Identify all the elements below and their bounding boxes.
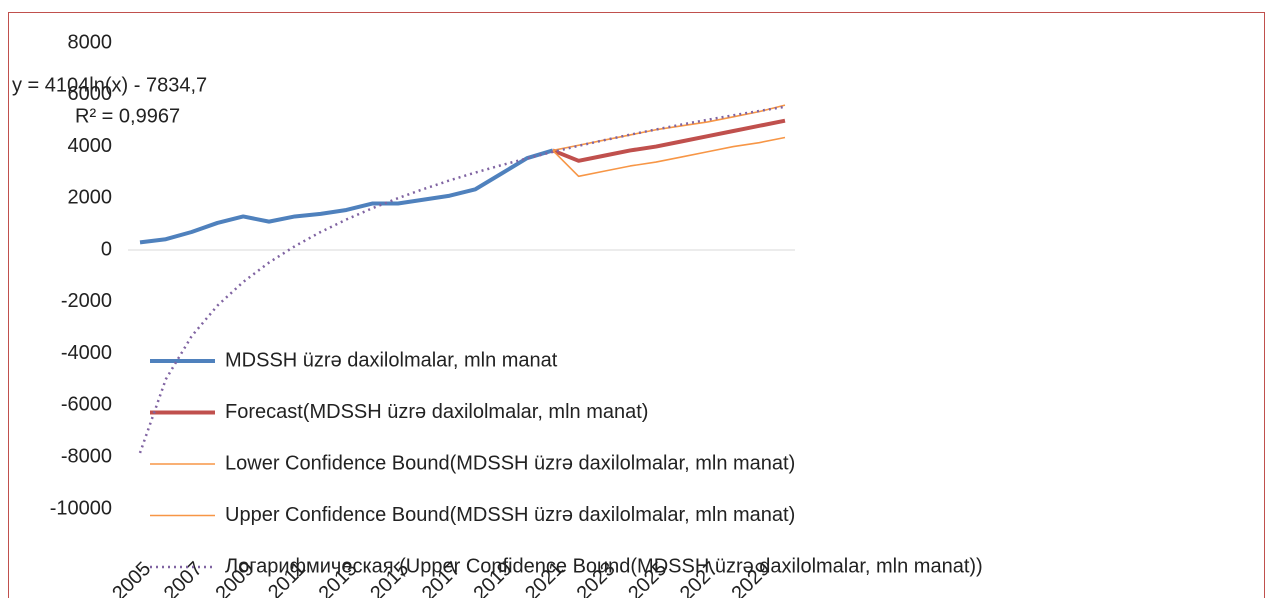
y-tick-label: 6000: [68, 83, 113, 105]
y-tick-label: -10000: [50, 497, 112, 519]
y-tick-label: 2000: [68, 187, 113, 209]
legend-label: Forecast(MDSSH üzrə daxilolmalar, mln ma…: [225, 401, 648, 423]
series-line: [139, 148, 554, 245]
legend-label: Lower Confidence Bound(MDSSH üzrə daxilo…: [225, 452, 795, 474]
trend-r2: R² = 0,9967: [75, 105, 180, 127]
legend-label: Логарифмическая (Upper Confidence Bound(…: [225, 555, 983, 577]
legend-label: MDSSH üzrə daxilolmalar, mln manat: [225, 349, 558, 371]
y-tick-label: -8000: [61, 446, 112, 468]
y-tick-label: 8000: [68, 31, 113, 53]
x-tick-label: 2005: [108, 558, 155, 598]
trend-equation: y = 4104ln(x) - 7834,7: [12, 74, 207, 96]
series-line: [552, 118, 786, 163]
chart-border: [8, 12, 1265, 603]
y-tick-label: -6000: [61, 394, 112, 416]
y-tick-label: -2000: [61, 290, 112, 312]
legend-label: Upper Confidence Bound(MDSSH üzrə daxilo…: [225, 504, 795, 526]
y-tick-label: 4000: [68, 135, 113, 157]
y-tick-label: 0: [101, 238, 112, 260]
x-tick-label: 2007: [160, 558, 207, 598]
series-line: [552, 136, 786, 178]
y-tick-label: -4000: [61, 342, 112, 364]
